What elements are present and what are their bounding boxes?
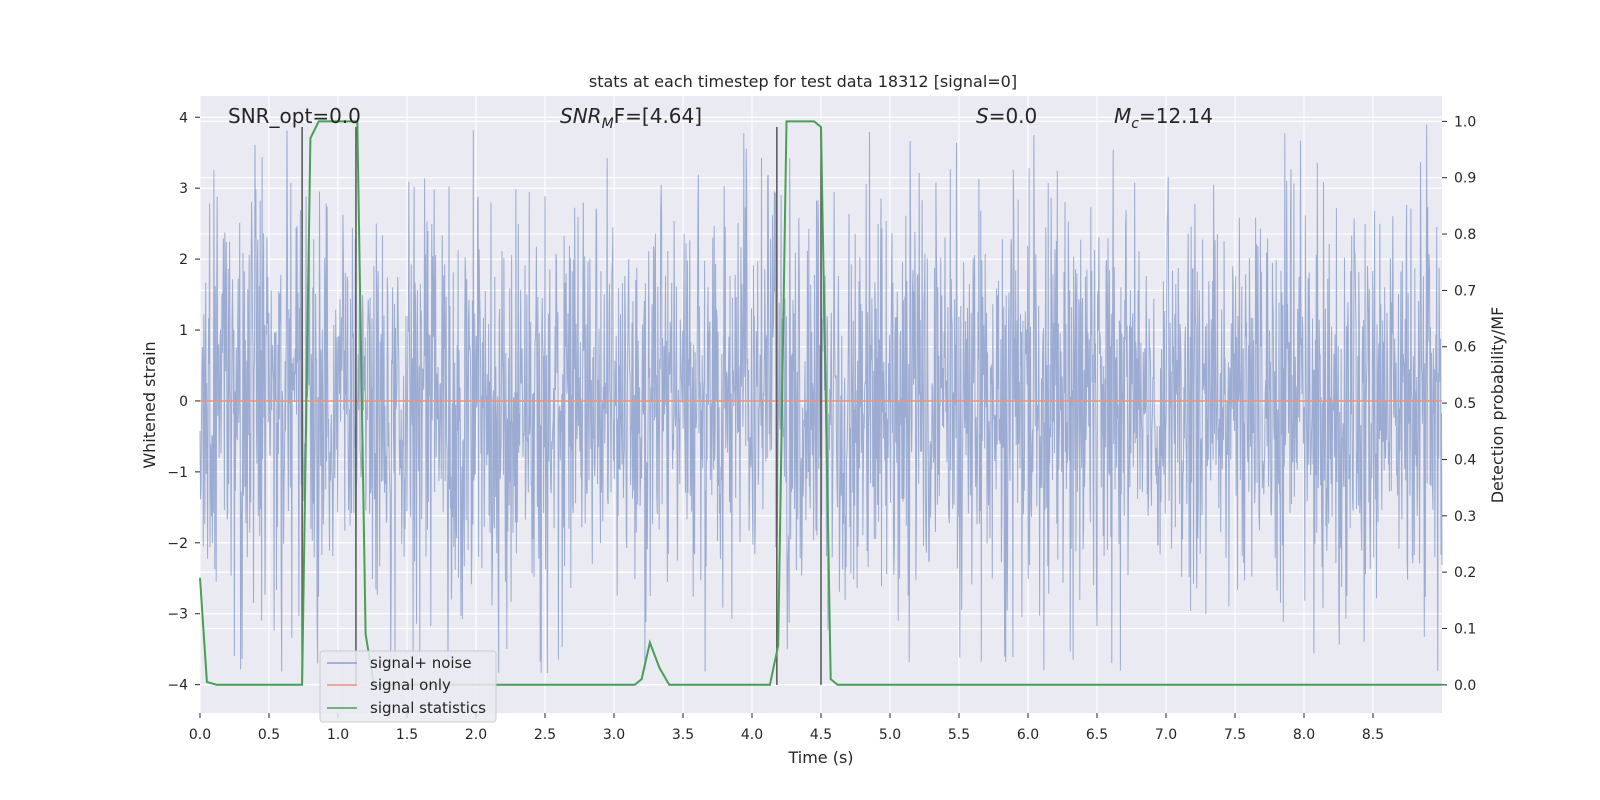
x-tick-label: 3.5: [672, 727, 694, 743]
x-tick-label: 8.0: [1293, 727, 1315, 743]
x-tick-label: 6.0: [1017, 727, 1039, 743]
x-axis-ticks: 0.0 0.5 1.0 1.5 2.0 2.5 3.0 3.5 4.0 4.5 5.0 5.5 6.0 6…: [189, 713, 1384, 743]
x-tick-label: 4.0: [741, 727, 763, 743]
x-tick-label: 0.0: [189, 727, 211, 743]
annotation-snr-mf: SNRMF=[4.64]: [560, 104, 702, 132]
y-left-tick-label: −3: [167, 607, 188, 623]
x-tick-label: 5.0: [879, 727, 901, 743]
annotation-s: S=0.0: [976, 104, 1037, 128]
annotation-mc: Mc=12.14: [1114, 104, 1213, 132]
y-left-tick-label: 3: [179, 181, 188, 197]
y-left-tick-label: −2: [167, 536, 188, 552]
y-right-axis-label: Detection probability/MF: [1488, 307, 1507, 504]
y-left-axis-label: Whitened strain: [140, 341, 159, 468]
x-tick-label: 4.5: [810, 727, 832, 743]
y-right-tick-label: 0.5: [1454, 396, 1476, 412]
y-right-tick-label: 0.8: [1454, 227, 1476, 243]
x-tick-label: 1.5: [396, 727, 418, 743]
x-tick-label: 7.0: [1155, 727, 1177, 743]
legend-box: [319, 650, 497, 723]
y-right-tick-label: 0.0: [1454, 678, 1476, 694]
y-left-tick-label: 4: [179, 110, 188, 126]
x-tick-label: 5.5: [948, 727, 970, 743]
legend: signal+ noise signal only signal statist…: [319, 650, 497, 723]
legend-label-noise: signal+ noise: [370, 654, 472, 672]
y-left-tick-label: −4: [167, 678, 188, 694]
y-left-tick-label: 1: [179, 323, 188, 339]
x-tick-label: 0.5: [258, 727, 280, 743]
x-tick-label: 2.5: [534, 727, 556, 743]
legend-label-stats: signal statistics: [370, 699, 486, 717]
x-tick-label: 1.0: [327, 727, 349, 743]
y-left-tick-label: 0: [179, 394, 188, 410]
chart-title: stats at each timestep for test data 183…: [589, 72, 1017, 91]
y-left-tick-label: −1: [167, 465, 188, 481]
y-right-tick-label: 0.1: [1454, 621, 1476, 637]
y-right-tick-label: 0.9: [1454, 171, 1476, 187]
x-tick-label: 8.5: [1362, 727, 1384, 743]
stats-line: [199, 120, 1442, 686]
y-right-tick-label: 0.2: [1454, 565, 1476, 581]
y-right-tick-label: 1.0: [1454, 114, 1476, 130]
y-right-tick-label: 0.6: [1454, 340, 1476, 356]
y-right-axis-ticks: 0.0 0.1 0.2 0.3 0.4 0.5 0.6 0.7 0.8 0.9 1.0: [1442, 114, 1476, 694]
legend-label-signal: signal only: [370, 676, 451, 694]
series-signal-statistics: [199, 120, 1442, 686]
x-tick-label: 6.5: [1086, 727, 1108, 743]
y-right-tick-label: 0.4: [1454, 452, 1476, 468]
x-axis-label: Time (s): [787, 748, 853, 767]
x-tick-label: 3.0: [603, 727, 625, 743]
y-left-tick-label: 2: [179, 252, 188, 268]
detection-markers: [301, 126, 822, 685]
annotation-snr-opt: SNR_opt=0.0: [228, 104, 361, 128]
x-tick-label: 2.0: [465, 727, 487, 743]
y-left-axis-ticks: −4 −3 −2 −1 0 1 2 3 4: [167, 110, 200, 694]
x-tick-label: 7.5: [1224, 727, 1246, 743]
y-right-tick-label: 0.7: [1454, 283, 1476, 299]
y-right-tick-label: 0.3: [1454, 509, 1476, 525]
